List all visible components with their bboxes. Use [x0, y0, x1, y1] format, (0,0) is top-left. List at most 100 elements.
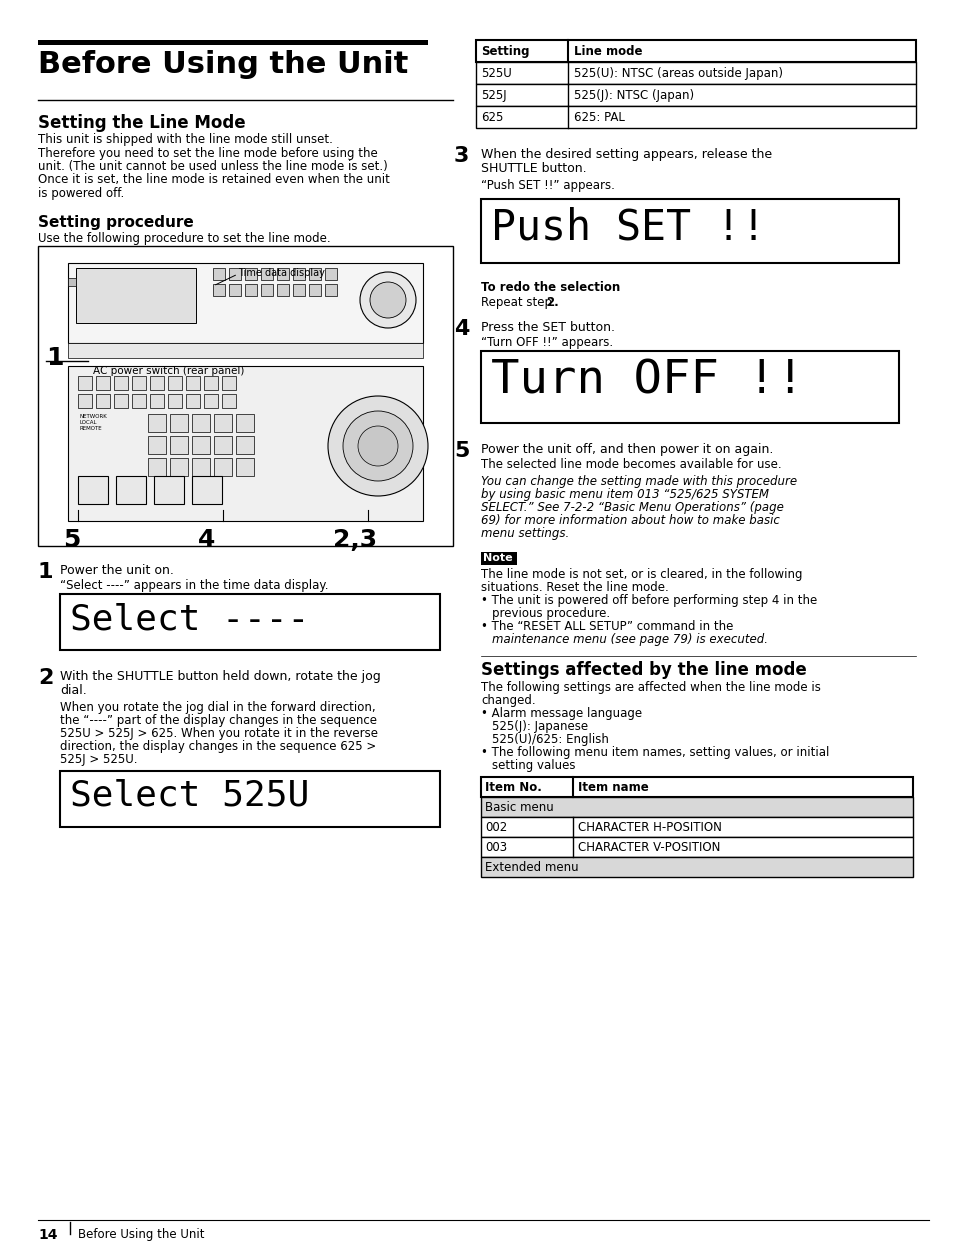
Text: Once it is set, the line mode is retained even when the unit: Once it is set, the line mode is retaine… [38, 173, 390, 187]
Text: 2,3: 2,3 [333, 527, 376, 552]
Bar [150, 376, 164, 391]
Text: CHARACTER H-POSITION: CHARACTER H-POSITION [578, 821, 721, 833]
Text: • Alarm message language: • Alarm message language [480, 707, 641, 720]
Text: • The unit is powered off before performing step 4 in the: • The unit is powered off before perform… [480, 593, 817, 607]
Bar [192, 414, 210, 432]
Bar [476, 62, 915, 85]
Bar [261, 284, 273, 296]
Text: previous procedure.: previous procedure. [492, 607, 610, 620]
Bar [192, 458, 210, 476]
Bar [480, 778, 912, 797]
Bar [148, 414, 166, 432]
Text: unit. (The unit cannot be used unless the line mode is set.): unit. (The unit cannot be used unless th… [38, 160, 387, 173]
Text: To redo the selection: To redo the selection [480, 281, 619, 294]
Text: This unit is shipped with the line mode still unset.: This unit is shipped with the line mode … [38, 133, 333, 146]
Text: • The “RESET ALL SETUP” command in the: • The “RESET ALL SETUP” command in the [480, 620, 733, 633]
Text: The following settings are affected when the line mode is: The following settings are affected when… [480, 680, 820, 694]
Text: 525(J): Japanese: 525(J): Japanese [492, 720, 587, 733]
Bar [78, 394, 91, 408]
Text: REMOTE: REMOTE [80, 425, 103, 430]
Text: Time data display: Time data display [237, 267, 325, 277]
Bar [113, 376, 128, 391]
Bar [293, 267, 305, 280]
Text: 525(J): NTSC (Japan): 525(J): NTSC (Japan) [574, 90, 694, 102]
Bar [213, 414, 232, 432]
Circle shape [359, 272, 416, 328]
Bar [261, 267, 273, 280]
Circle shape [328, 396, 428, 496]
Text: • The following menu item names, setting values, or initial: • The following menu item names, setting… [480, 746, 828, 759]
Bar [68, 277, 76, 286]
Text: Item No.: Item No. [484, 781, 541, 794]
Bar [476, 106, 915, 128]
Bar [132, 394, 146, 408]
Bar [245, 284, 256, 296]
Text: Settings affected by the line mode: Settings affected by the line mode [480, 661, 806, 679]
Text: 525U: 525U [480, 67, 511, 80]
Text: 4: 4 [454, 318, 469, 340]
Text: Item name: Item name [578, 781, 648, 794]
Bar [168, 394, 182, 408]
Circle shape [343, 411, 413, 481]
Bar [245, 267, 256, 280]
Text: 1: 1 [38, 562, 53, 582]
Text: Power the unit off, and then power it on again.: Power the unit off, and then power it on… [480, 443, 773, 457]
Text: When you rotate the jog dial in the forward direction,: When you rotate the jog dial in the forw… [60, 702, 375, 714]
Bar [213, 458, 232, 476]
Bar [78, 376, 91, 391]
Text: Before Using the Unit: Before Using the Unit [78, 1228, 204, 1242]
Bar [204, 394, 218, 408]
Bar [222, 376, 235, 391]
Bar [170, 414, 188, 432]
Bar [222, 394, 235, 408]
Bar [38, 40, 428, 45]
Text: changed.: changed. [480, 694, 535, 707]
Text: CHARACTER V-POSITION: CHARACTER V-POSITION [578, 841, 720, 853]
Text: You can change the setting made with this procedure: You can change the setting made with thi… [480, 475, 797, 488]
Text: Setting: Setting [480, 45, 529, 58]
Circle shape [370, 282, 406, 318]
Text: 525(U)/625: English: 525(U)/625: English [492, 733, 608, 746]
Bar [276, 267, 289, 280]
Text: the “----” part of the display changes in the sequence: the “----” part of the display changes i… [60, 714, 376, 726]
Text: 003: 003 [484, 841, 507, 853]
Text: Basic menu: Basic menu [484, 801, 553, 814]
Text: “Push SET !!” appears.: “Push SET !!” appears. [480, 179, 615, 192]
Bar [192, 476, 222, 504]
Bar [213, 267, 225, 280]
Text: 2: 2 [38, 668, 53, 688]
Text: 525U > 525J > 625. When you rotate it in the reverse: 525U > 525J > 625. When you rotate it in… [60, 726, 377, 740]
Text: The line mode is not set, or is cleared, in the following: The line mode is not set, or is cleared,… [480, 569, 801, 581]
Bar [229, 284, 241, 296]
Bar [480, 199, 898, 262]
Text: 14: 14 [38, 1228, 57, 1242]
Text: menu settings.: menu settings. [480, 527, 569, 540]
Text: Extended menu: Extended menu [484, 861, 578, 875]
Bar [204, 376, 218, 391]
Bar [78, 476, 108, 504]
Bar [168, 376, 182, 391]
Text: direction, the display changes in the sequence 625 >: direction, the display changes in the se… [60, 740, 375, 753]
Text: 1: 1 [46, 346, 64, 369]
Bar [96, 394, 110, 408]
Text: Push SET !!: Push SET !! [491, 207, 765, 249]
Text: 3: 3 [454, 146, 469, 165]
Bar [76, 267, 195, 323]
Text: Line mode: Line mode [574, 45, 641, 58]
Text: 625: PAL: 625: PAL [574, 111, 624, 124]
Text: 4: 4 [198, 527, 215, 552]
Text: The selected line mode becomes available for use.: The selected line mode becomes available… [480, 458, 781, 471]
Bar [293, 284, 305, 296]
Bar [480, 837, 912, 857]
Bar [480, 857, 912, 877]
Bar [68, 343, 422, 358]
Bar [480, 552, 517, 565]
Bar [325, 284, 336, 296]
Bar [148, 458, 166, 476]
Bar [476, 40, 915, 62]
Bar [476, 85, 915, 106]
Bar [113, 394, 128, 408]
Text: SHUTTLE button.: SHUTTLE button. [480, 162, 586, 175]
Text: Before Using the Unit: Before Using the Unit [38, 50, 408, 80]
Text: 525J: 525J [480, 90, 506, 102]
